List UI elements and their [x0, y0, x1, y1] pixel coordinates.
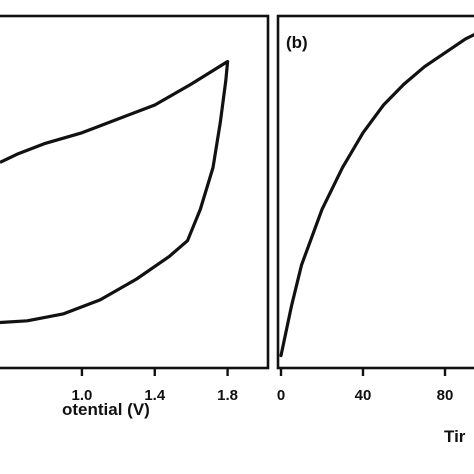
- time-x-tick-label: 80: [437, 387, 454, 404]
- cv-plot-frame: [0, 14, 270, 370]
- time-panel: (b) 0 40 80 Tir: [276, 14, 474, 446]
- time-x-axis-label: Tir: [444, 427, 466, 446]
- cv-x-tick-label: 1.8: [217, 387, 238, 404]
- time-x-tick-label: 40: [355, 387, 372, 404]
- cv-panel: 1.0 1.4 1.8 otential (V): [0, 14, 270, 419]
- cv-x-ticks: 1.0 1.4 1.8: [72, 368, 238, 404]
- time-x-ticks: 0 40 80: [277, 368, 454, 404]
- time-plot-frame: [276, 14, 474, 370]
- time-curve: [279, 32, 474, 358]
- cv-x-axis-label: otential (V): [62, 400, 150, 419]
- time-x-tick-label: 0: [277, 387, 285, 404]
- cv-curve: [0, 59, 230, 325]
- cv-x-tick-label: 1.0: [72, 387, 93, 404]
- panel-b-label: (b): [286, 33, 308, 52]
- cv-x-tick-label: 1.4: [144, 387, 166, 404]
